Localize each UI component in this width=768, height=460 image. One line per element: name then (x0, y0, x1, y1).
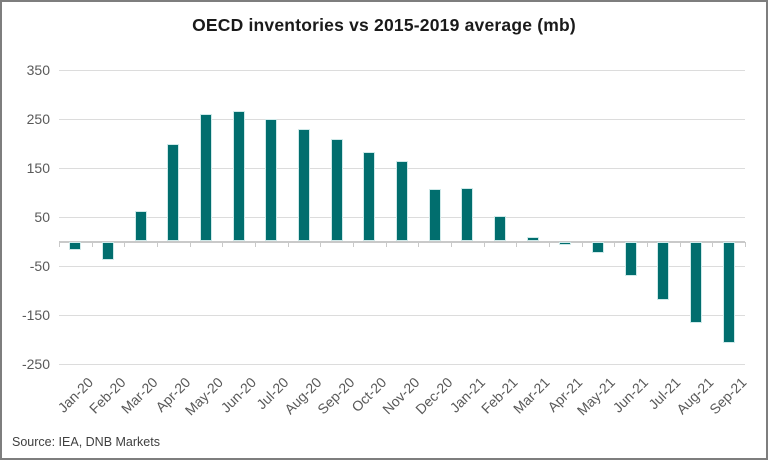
axis-tick (614, 241, 616, 247)
axis-tick (385, 241, 387, 247)
gridline (59, 266, 745, 267)
bar-Sep-21 (722, 241, 735, 344)
axis-tick (255, 241, 256, 247)
bar-May-20 (200, 114, 212, 242)
bar-Jul-21 (657, 241, 670, 301)
bar-Feb-20 (102, 241, 114, 261)
bar-Jun-21 (624, 241, 637, 276)
bar-Apr-21 (559, 241, 572, 246)
y-tick-label: -50 (29, 258, 50, 274)
axis-tick (712, 241, 714, 247)
gridline (59, 315, 745, 316)
axis-tick (287, 241, 289, 247)
axis-tick (516, 241, 518, 247)
x-axis-label: Jun-21 (609, 374, 651, 416)
axis-tick (157, 241, 158, 247)
x-axis-label: Jun-20 (217, 374, 259, 416)
axis-tick (189, 241, 191, 247)
bar-Aug-21 (690, 241, 702, 323)
axis-tick (418, 241, 420, 247)
bar-Sep-20 (330, 139, 343, 242)
plot-area (59, 70, 746, 365)
axis-tick (647, 241, 648, 247)
y-tick-label: 150 (26, 160, 50, 176)
axis-tick (679, 241, 681, 247)
bar-Feb-21 (494, 215, 506, 242)
bar-Mar-21 (526, 236, 539, 242)
axis-tick (451, 241, 452, 247)
axis-tick (222, 241, 224, 247)
bar-Mar-20 (134, 210, 147, 242)
bar-Jan-21 (461, 187, 474, 242)
bar-Apr-20 (167, 144, 180, 242)
bar-Nov-20 (396, 160, 408, 242)
axis-tick (124, 241, 126, 247)
source-note: Source: IEA, DNB Markets (12, 435, 160, 449)
axis-tick (549, 241, 550, 247)
bar-Oct-20 (363, 152, 376, 242)
axis-tick (745, 241, 746, 247)
axis-tick (483, 241, 485, 247)
bar-Jan-20 (69, 241, 82, 251)
y-tick-label: 250 (26, 111, 50, 127)
axis-tick (353, 241, 354, 247)
gridline (59, 119, 745, 120)
y-tick-label: -250 (21, 356, 50, 372)
bar-Jun-20 (232, 111, 245, 242)
chart-title: OECD inventories vs 2015-2019 average (m… (192, 15, 576, 35)
axis-tick (320, 241, 322, 247)
y-tick-label: 350 (26, 62, 50, 78)
gridline (59, 364, 745, 365)
y-tick-label: -150 (21, 307, 50, 323)
x-axis-label: Nov-20 (379, 374, 423, 418)
bar-Jul-20 (265, 118, 278, 242)
axis-tick (581, 241, 583, 247)
bar-May-21 (592, 241, 604, 253)
bar-Dec-20 (428, 188, 441, 242)
y-tick-label: 50 (34, 209, 50, 225)
axis-tick (91, 241, 93, 247)
zero-axis-line (59, 240, 745, 243)
axis-tick (59, 241, 60, 247)
gridline (59, 70, 745, 71)
bar-Aug-20 (298, 129, 310, 242)
